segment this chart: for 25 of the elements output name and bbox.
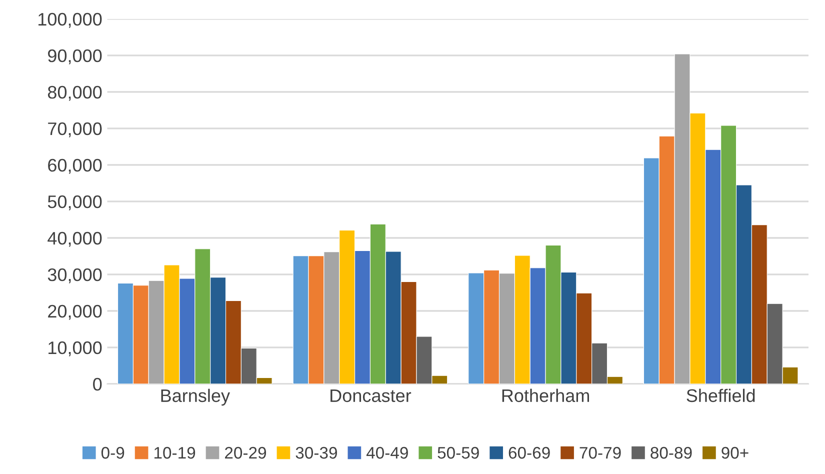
y-tick-label: 10,000	[48, 341, 102, 356]
legend-label: 30-39	[296, 446, 337, 459]
legend-label: 20-29	[225, 446, 266, 459]
y-tick-label: 0	[93, 378, 102, 391]
y-tick-label: 60,000	[48, 158, 102, 174]
y-tick-label: 30,000	[48, 268, 102, 284]
legend-label: 50-59	[438, 446, 479, 459]
x-tick-label: Doncaster	[330, 389, 412, 402]
legend-label: 40-49	[366, 446, 408, 459]
legend-label: 0-9	[101, 446, 124, 459]
y-tick-label: 90,000	[48, 49, 102, 64]
y-tick-label: 70,000	[48, 122, 102, 138]
y-tick-label: 80,000	[48, 86, 102, 101]
y-tick-label: 100,000	[38, 12, 102, 28]
y-tick-label: 40,000	[48, 232, 102, 247]
x-tick-label: Sheffield	[686, 388, 755, 402]
y-tick-label: 20,000	[48, 304, 102, 320]
x-tick-label: Rotherham	[502, 388, 589, 402]
x-tick-label: Barnsley	[161, 388, 230, 406]
legend-label: 10-19	[154, 446, 196, 459]
legend-label: 60-69	[508, 446, 550, 459]
legend-label: 90+	[722, 446, 748, 459]
y-tick-label: 50,000	[48, 195, 102, 210]
legend-label: 80-89	[650, 446, 692, 459]
legend-label: 70-79	[580, 446, 621, 459]
